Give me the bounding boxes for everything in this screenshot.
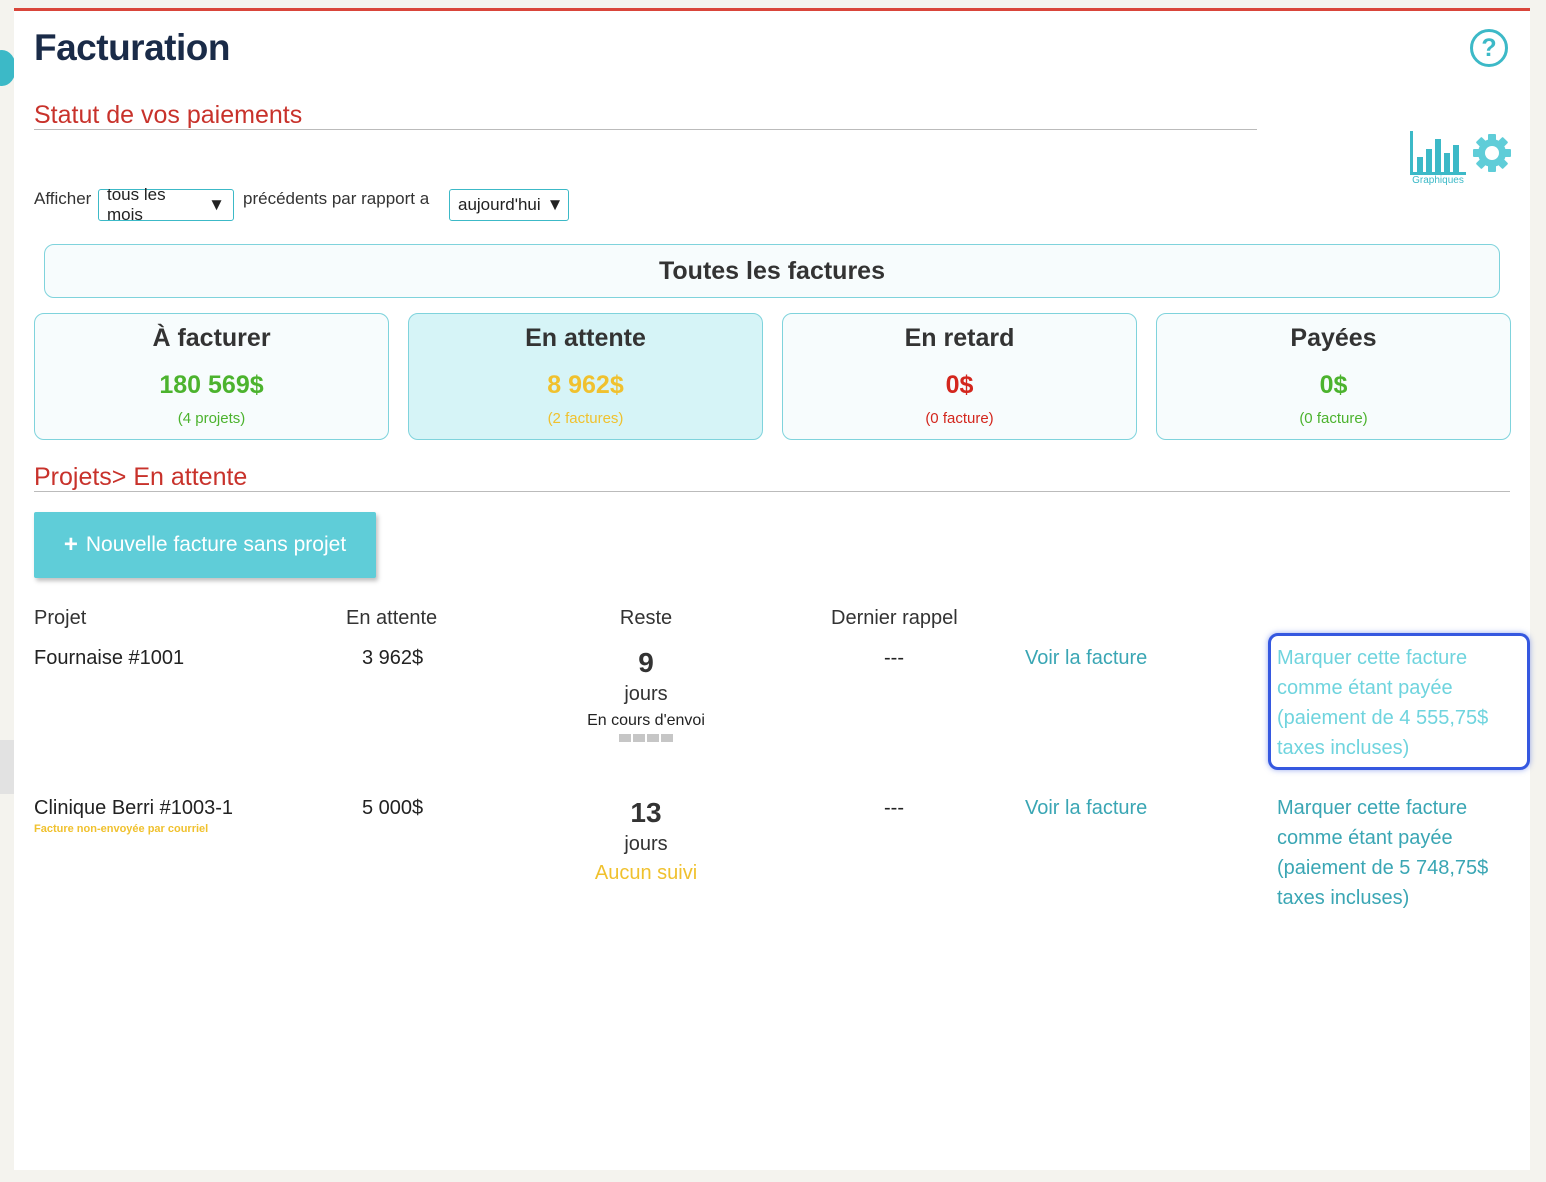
last-reminder: --- [884,647,904,669]
days-unit: jours [624,683,668,705]
new-invoice-label: Nouvelle facture sans projet [85,533,347,556]
bar-chart-icon[interactable] [1408,127,1468,185]
card-amount: 0$ [1319,371,1348,399]
mark-paid-line: comme étant payée [1277,827,1453,849]
new-invoice-button[interactable]: + Nouvelle facture sans projet [34,512,376,578]
card-title: En attente [525,324,646,352]
view-invoice-link[interactable]: Voir la facture [1025,797,1148,819]
mark-paid-line: Marquer cette facture [1277,647,1468,669]
card-title: À facturer [152,324,271,352]
reference-select-value: aujourd'hui [458,195,541,214]
mark-paid-line: taxes incluses) [1277,737,1410,759]
card-en-retard[interactable]: En retard 0$ (0 facture) [782,313,1137,440]
mark-paid-line: (paiement de 5 748,75$ [1277,857,1489,879]
mark-paid-line: taxes incluses) [1277,887,1410,909]
period-select-value: tous les mois [107,185,166,224]
caret-down-icon: ▼ [546,195,564,214]
card-payees[interactable]: Payées 0$ (0 facture) [1156,313,1511,440]
billing-page: Facturation ? Statut de vos paiements Gr… [14,8,1530,1170]
project-name: Fournaise #1001 [34,647,185,669]
pending-amount: 5 000$ [362,797,424,819]
card-subtitle: (4 projets) [177,410,246,427]
left-edge-indicator [0,50,16,86]
remaining-days: 13 jours Aucun suivi [566,797,726,885]
column-header-reste: Reste [619,607,673,629]
pending-amount: 3 962$ [362,647,424,669]
follow-up-status: Aucun suivi [594,862,698,884]
mark-paid-line: Marquer cette facture [1277,797,1468,819]
period-select[interactable]: tous les mois ▼ [98,185,234,224]
focus-highlight [1268,633,1530,770]
mark-paid-link[interactable]: Marquer cette facture comme étant payée … [1277,793,1488,913]
card-amount: 0$ [945,371,974,399]
filter-label-afficher: Afficher [34,189,92,208]
card-title: Payées [1290,324,1377,352]
not-emailed-note: Facture non-envoyée par courriel [34,823,209,835]
remaining-days: 9 jours En cours d'envoi [566,647,726,742]
gear-icon[interactable] [1472,133,1512,173]
days-count: 13 [630,797,662,828]
plus-icon: + [63,531,78,558]
payment-status-heading: Statut de vos paiements [34,101,303,129]
project-name: Clinique Berri #1003-1 [34,797,234,819]
divider [34,491,1510,492]
sending-progress-bar [566,734,726,742]
page-title: Facturation [34,27,230,68]
all-invoices-tab[interactable]: Toutes les factures [44,244,1500,298]
sending-status: En cours d'envoi [587,712,705,729]
help-icon[interactable]: ? [1470,29,1508,67]
card-en-attente[interactable]: En attente 8 962$ (2 factures) [408,313,763,440]
card-subtitle: (0 facture) [1299,410,1368,427]
column-header-en-attente: En attente [346,607,438,629]
column-header-projet: Projet [34,607,87,629]
column-header-dernier-rappel: Dernier rappel [831,607,958,629]
caret-down-icon: ▼ [208,195,225,214]
card-amount: 180 569$ [159,371,264,399]
days-unit: jours [624,833,668,855]
filter-label-middle: précédents par rapport a [243,189,430,208]
card-a-facturer[interactable]: À facturer 180 569$ (4 projets) [34,313,389,440]
mark-paid-link[interactable]: Marquer cette facture comme étant payée … [1277,643,1488,763]
divider [34,129,1257,130]
charts-label[interactable]: Graphiques [1412,175,1464,186]
mark-paid-line: (paiement de 4 555,75$ [1277,707,1489,729]
reference-select[interactable]: aujourd'hui ▼ [449,189,569,221]
days-count: 9 [638,647,654,678]
card-subtitle: (0 facture) [925,410,994,427]
card-amount: 8 962$ [547,371,624,399]
mark-paid-line: comme étant payée [1277,677,1453,699]
card-title: En retard [904,324,1015,352]
last-reminder: --- [884,797,904,819]
projects-heading: Projets> En attente [34,463,248,491]
card-subtitle: (2 factures) [547,410,624,427]
left-scroll-tab[interactable] [0,740,14,794]
view-invoice-link[interactable]: Voir la facture [1025,647,1148,669]
